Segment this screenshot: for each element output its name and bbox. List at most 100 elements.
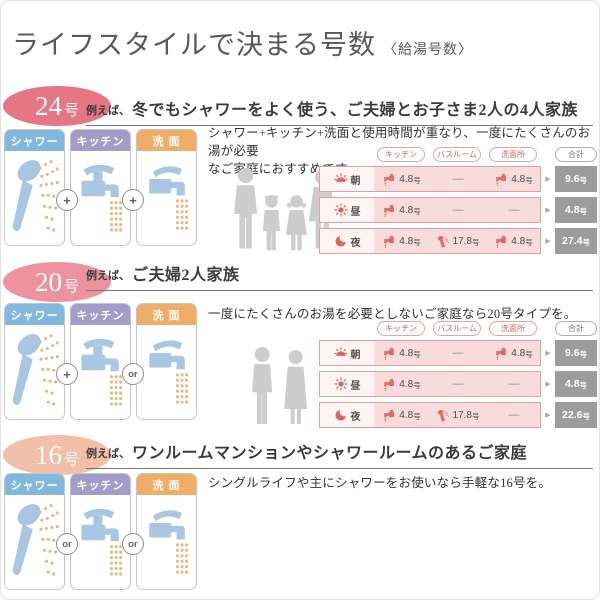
usage-cell: — — [452, 378, 464, 390]
connector-symbol: + — [56, 363, 78, 385]
sun-icon — [333, 203, 348, 217]
total-cell: 4.8 号 — [555, 371, 597, 397]
connector-symbol: or — [122, 533, 144, 555]
usage-cell: 4.8 号 — [374, 341, 430, 365]
page-title-main: ライフスタイルで決まる号数 — [12, 30, 376, 60]
column-header-kitchen: キッチン — [377, 321, 425, 336]
card-label-washbasin: 洗 面 — [137, 304, 196, 325]
badge-24gou: 24 号 — [3, 86, 111, 126]
faucet-icon — [383, 378, 396, 391]
example-prefix: 例えば、 — [86, 270, 130, 282]
time-cell: 夜 — [320, 403, 374, 427]
faucet-icon — [383, 173, 396, 186]
badge-number: 20 — [34, 266, 62, 297]
card-label-shower: シャワー — [5, 474, 64, 495]
usage-card-washbasin: 洗 面 — [136, 129, 197, 246]
time-cell: 昼 — [320, 198, 374, 222]
arrow-right-icon: ▶ — [545, 207, 551, 214]
arrow-right-icon: ▶ — [545, 238, 551, 245]
usage-cards: シャワー キッチン 洗 面 + + — [4, 129, 202, 247]
usage-card-shower: シャワー — [4, 473, 65, 590]
connector-symbol: + — [56, 189, 78, 211]
couple-silhouette — [239, 343, 317, 431]
section-heading: 例えば、 冬でもシャワーをよく使う、ご夫婦とお子さま2人の4人家族 — [86, 89, 593, 126]
usage-card-kitchen: キッチン — [70, 303, 131, 420]
usage-row: 朝 4.8 号 —4.8 号 ▶ 9.6 号 — [319, 340, 597, 366]
usage-card-shower: シャワー — [4, 129, 65, 246]
column-header-kitchen: キッチン — [377, 147, 425, 162]
arrow-right-icon: ▶ — [545, 350, 551, 357]
hand-shower-icon — [10, 328, 61, 418]
table-header-row: キッチン バスルーム 洗面所 合計 — [319, 147, 597, 162]
faucet-icon — [383, 347, 396, 360]
column-header-total: 合計 — [555, 321, 597, 336]
usage-cards: シャワー キッチン 洗 面 + or — [4, 303, 202, 421]
usage-card-washbasin: 洗 面 — [136, 303, 197, 420]
example-prefix: 例えば、 — [86, 105, 130, 117]
kitchen-faucet-icon — [76, 328, 127, 418]
usage-cell: 4.8 号 — [374, 372, 430, 396]
example-prefix: 例えば、 — [86, 448, 130, 460]
section-description: シングルライフや主にシャワーをお使いなら手軽な16号を。 — [208, 476, 552, 490]
column-header-washroom: 洗面所 — [489, 147, 537, 162]
total-cell: 22.6 号 — [555, 402, 597, 428]
hand-shower-icon — [10, 154, 61, 244]
shower-icon — [437, 409, 450, 422]
faucet-icon — [495, 173, 508, 186]
card-label-washbasin: 洗 面 — [137, 130, 196, 151]
faucet-icon — [383, 235, 396, 248]
usage-cell: 4.8 号 — [486, 341, 542, 365]
card-label-kitchen: キッチン — [71, 474, 130, 495]
time-cell: 夜 — [320, 229, 374, 253]
table-header-row: キッチン バスルーム 洗面所 合計 — [319, 321, 597, 336]
hand-shower-icon — [10, 498, 61, 588]
card-label-kitchen: キッチン — [71, 130, 130, 151]
usage-row: 昼 4.8 号 — — ▶ 4.8 号 — [319, 371, 597, 397]
total-cell: 4.8 号 — [555, 197, 597, 223]
sun-icon — [333, 377, 348, 391]
usage-cell: 17.8 号 — [430, 229, 486, 253]
usage-row: 夜 4.8 号 17.8 号 4.8 号 ▶ 27.4 号 — [319, 228, 597, 254]
time-label: 昼 — [350, 380, 361, 392]
time-label: 朝 — [350, 349, 361, 361]
time-label: 夜 — [350, 237, 361, 249]
faucet-icon — [495, 347, 508, 360]
total-cell: 27.4 号 — [555, 228, 597, 254]
usage-table: キッチン バスルーム 洗面所 合計 朝 4.8 号 —4.8 号 ▶ 9.6 号昼 4.8 号 — —… — [319, 147, 597, 259]
time-cell: 朝 — [320, 167, 374, 191]
usage-cell: 4.8 号 — [486, 229, 542, 253]
badge-unit: 号 — [63, 103, 79, 119]
page-title-sub: 〈給湯号数〉 — [383, 41, 473, 57]
badge-number: 16 — [34, 439, 62, 470]
time-cell: 昼 — [320, 372, 374, 396]
usage-cell: — — [452, 347, 464, 359]
usage-cell: — — [508, 204, 520, 216]
card-label-shower: シャワー — [5, 304, 64, 325]
column-header-bathroom: バスルーム — [433, 147, 481, 162]
faucet-icon — [383, 204, 396, 217]
usage-card-kitchen: キッチン — [70, 129, 131, 246]
usage-cell: — — [508, 378, 520, 390]
washbasin-faucet-icon — [142, 498, 193, 588]
usage-table: キッチン バスルーム 洗面所 合計 朝 4.8 号 —4.8 号 ▶ 9.6 号昼 4.8 号 — —… — [319, 321, 597, 433]
connector-symbol: or — [122, 363, 144, 385]
usage-cell: 4.8 号 — [374, 229, 430, 253]
card-label-washbasin: 洗 面 — [137, 474, 196, 495]
column-header-washroom: 洗面所 — [489, 321, 537, 336]
usage-row: 夜 4.8 号 17.8 号 — ▶ 22.6 号 — [319, 402, 597, 428]
column-header-bathroom: バスルーム — [433, 321, 481, 336]
section-description: 一度にたくさんのお湯を必要としないご家庭なら20号タイプを。 — [208, 307, 577, 321]
time-label: 昼 — [350, 206, 361, 218]
usage-row: 昼 4.8 号 — — ▶ 4.8 号 — [319, 197, 597, 223]
sunrise-icon — [333, 346, 348, 360]
kitchen-faucet-icon — [76, 154, 127, 244]
usage-cell: 4.8 号 — [374, 403, 430, 427]
time-cell: 朝 — [320, 341, 374, 365]
connector-symbol: or — [56, 533, 78, 555]
usage-cell: — — [452, 204, 464, 216]
usage-cards: シャワー キッチン 洗 面 or or — [4, 473, 202, 591]
badge-20gou: 20 号 — [3, 262, 111, 302]
usage-card-kitchen: キッチン — [70, 473, 131, 590]
usage-card-shower: シャワー — [4, 303, 65, 420]
